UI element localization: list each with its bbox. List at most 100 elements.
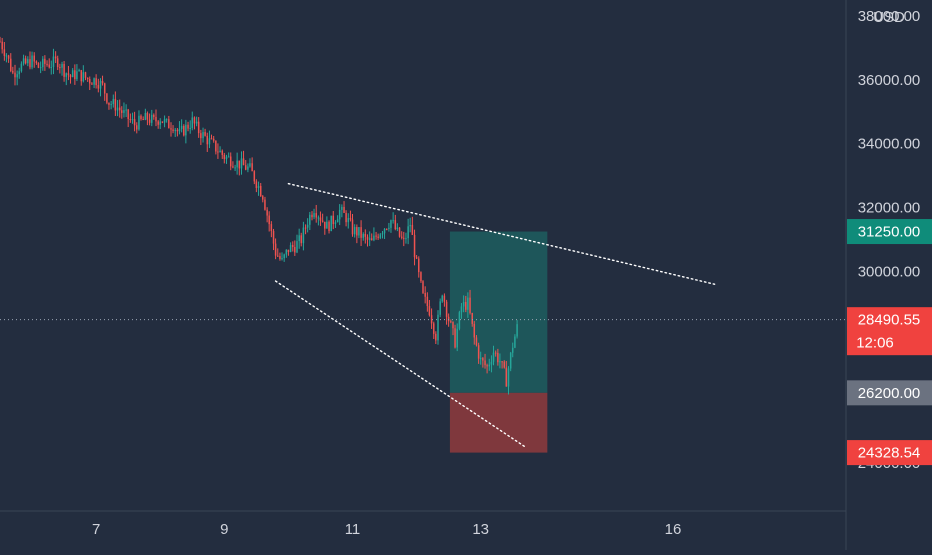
candle-body bbox=[390, 220, 392, 228]
candle-body bbox=[405, 238, 407, 240]
candle-body bbox=[266, 209, 268, 216]
candle-body bbox=[185, 124, 187, 136]
candle-body bbox=[484, 360, 486, 366]
candle-body bbox=[336, 219, 339, 223]
candle-body bbox=[195, 121, 198, 124]
candle-body bbox=[383, 228, 386, 234]
candle-body bbox=[298, 235, 300, 242]
candle-body bbox=[418, 258, 420, 273]
candle-body bbox=[146, 113, 149, 120]
candle-body bbox=[379, 234, 382, 238]
candle-body bbox=[420, 272, 422, 282]
candle-body bbox=[422, 281, 424, 293]
candle-body bbox=[165, 119, 168, 121]
candle-body bbox=[50, 66, 53, 68]
price-badge bbox=[847, 219, 932, 245]
candle-body bbox=[215, 140, 217, 152]
candle-body bbox=[172, 129, 174, 131]
candles-layer bbox=[0, 36, 518, 395]
candle-body bbox=[388, 227, 390, 229]
candle-body bbox=[18, 71, 20, 75]
candle-body bbox=[497, 352, 499, 363]
candle-body bbox=[456, 328, 458, 348]
candle-body bbox=[347, 218, 350, 223]
candle-body bbox=[234, 167, 236, 169]
price-badge bbox=[847, 380, 932, 406]
candle-body bbox=[103, 83, 106, 94]
profit-zone[interactable] bbox=[449, 231, 548, 393]
candle-body bbox=[39, 67, 42, 69]
candle-body bbox=[138, 115, 140, 130]
candle-body bbox=[257, 185, 260, 188]
candle-body bbox=[27, 59, 29, 64]
candle-body bbox=[176, 129, 179, 132]
candle-body bbox=[475, 337, 478, 346]
time-tick-label: 11 bbox=[345, 521, 361, 538]
candle-body bbox=[180, 125, 183, 129]
candle-body bbox=[277, 255, 279, 257]
candle-body bbox=[334, 222, 337, 225]
price-badge-label: 24328.54 bbox=[858, 445, 921, 462]
price-badge-label: 26200.00 bbox=[858, 385, 921, 402]
candle-body bbox=[264, 199, 266, 210]
candle-body bbox=[76, 71, 78, 80]
candle-body bbox=[118, 107, 121, 111]
candle-body bbox=[63, 64, 65, 77]
price-badge-label: 28490.55 bbox=[858, 312, 921, 329]
trendline-upper[interactable] bbox=[287, 182, 716, 285]
candle-body bbox=[494, 352, 497, 354]
candle-body bbox=[82, 72, 85, 82]
candle-body bbox=[415, 257, 418, 259]
candle-body bbox=[274, 243, 277, 256]
candle-body bbox=[10, 58, 12, 71]
candle-body bbox=[338, 209, 341, 220]
price-badge bbox=[847, 307, 932, 356]
candle-body bbox=[206, 135, 209, 145]
candle-body bbox=[313, 213, 315, 218]
candle-body bbox=[240, 158, 243, 169]
candle-body bbox=[292, 245, 294, 247]
candle-body bbox=[430, 315, 433, 324]
candle-body bbox=[509, 352, 512, 369]
candle-body bbox=[268, 215, 270, 225]
candle-body bbox=[511, 347, 514, 353]
candle-body bbox=[467, 297, 469, 310]
time-axis[interactable]: 7 9 11 13 16 bbox=[92, 521, 681, 538]
trendline-lower[interactable] bbox=[274, 280, 527, 448]
candle-body bbox=[445, 301, 448, 317]
candle-body bbox=[385, 228, 388, 230]
candle-body bbox=[227, 156, 230, 158]
candle-body bbox=[370, 238, 373, 241]
candle-body bbox=[324, 221, 326, 229]
loss-zone[interactable] bbox=[449, 392, 548, 453]
candle-body bbox=[304, 227, 307, 229]
price-tick-label: 34000.00 bbox=[858, 136, 921, 153]
candle-body bbox=[168, 119, 170, 129]
candle-body bbox=[212, 138, 215, 141]
trendlines-layer bbox=[274, 182, 716, 448]
candle-body bbox=[52, 56, 55, 67]
candle-body bbox=[349, 218, 352, 220]
candle-body bbox=[319, 217, 322, 221]
candle-body bbox=[24, 58, 27, 64]
candle-body bbox=[302, 227, 305, 244]
candle-body bbox=[0, 41, 1, 43]
time-tick-label: 7 bbox=[92, 521, 100, 538]
candle-body bbox=[174, 129, 176, 131]
candle-body bbox=[279, 256, 281, 259]
candle-body bbox=[200, 133, 202, 139]
candle-body bbox=[341, 206, 343, 210]
candle-body bbox=[471, 312, 473, 324]
candle-body bbox=[20, 63, 23, 72]
candle-body bbox=[217, 151, 219, 153]
time-tick-label: 13 bbox=[472, 521, 489, 538]
candle-body bbox=[61, 64, 63, 68]
candle-body bbox=[155, 116, 157, 122]
candle-body bbox=[326, 221, 328, 229]
candle-body bbox=[7, 55, 10, 59]
candle-body bbox=[56, 58, 59, 68]
candle-body bbox=[204, 132, 206, 136]
candle-body bbox=[131, 119, 134, 121]
